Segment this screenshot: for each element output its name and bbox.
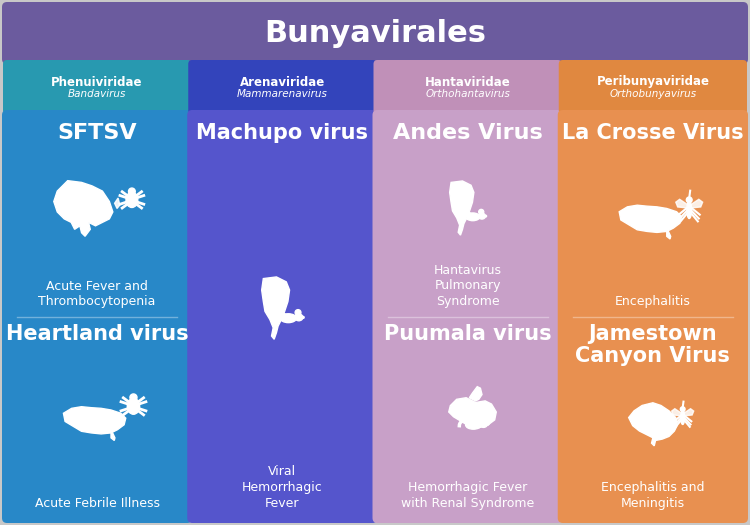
Text: Jamestown
Canyon Virus: Jamestown Canyon Virus [575,324,730,366]
Ellipse shape [126,192,138,207]
FancyBboxPatch shape [374,60,562,114]
Circle shape [487,423,489,425]
Polygon shape [111,433,115,440]
FancyBboxPatch shape [373,110,562,523]
Text: Andes Virus: Andes Virus [393,123,542,143]
Text: Bunyavirales: Bunyavirales [264,18,486,47]
Ellipse shape [280,314,296,323]
Ellipse shape [478,213,485,219]
Polygon shape [672,409,682,416]
Text: Phenuiviridae: Phenuiviridae [51,76,142,89]
Circle shape [480,417,485,422]
FancyBboxPatch shape [558,110,748,523]
Text: La Crosse Virus: La Crosse Virus [562,123,744,143]
Text: Orthohantavirus: Orthohantavirus [425,89,510,99]
Text: Peribunyaviridae: Peribunyaviridae [596,76,709,89]
Text: Orthobunyavirus: Orthobunyavirus [609,89,697,99]
Ellipse shape [128,398,140,414]
Polygon shape [620,205,682,233]
Text: Hemorrhagic Fever
with Renal Syndrome: Hemorrhagic Fever with Renal Syndrome [401,481,534,510]
Polygon shape [690,200,703,208]
Polygon shape [683,409,694,416]
FancyBboxPatch shape [188,110,377,523]
Text: Machupo virus: Machupo virus [196,123,368,143]
Circle shape [478,209,484,214]
Text: Bandavirus: Bandavirus [68,89,126,99]
Ellipse shape [295,314,303,321]
FancyBboxPatch shape [2,110,192,523]
Polygon shape [486,414,489,425]
Polygon shape [628,403,677,446]
Polygon shape [54,181,112,236]
Text: Viral
Hemorrhagic
Fever: Viral Hemorrhagic Fever [242,465,322,510]
Text: Encephalitis: Encephalitis [615,296,691,309]
Text: Acute Fever and
Thrombocytopenia: Acute Fever and Thrombocytopenia [38,279,156,309]
Ellipse shape [466,421,482,429]
Text: Arenaviridae: Arenaviridae [240,76,325,89]
Circle shape [130,394,137,401]
Text: Mammarenavirus: Mammarenavirus [237,89,328,99]
Polygon shape [448,398,497,428]
FancyBboxPatch shape [3,60,191,114]
Text: Hantaviridae: Hantaviridae [424,76,511,89]
Polygon shape [470,386,482,401]
Polygon shape [64,407,126,434]
Circle shape [680,407,685,412]
Ellipse shape [466,213,480,220]
Polygon shape [450,181,474,235]
FancyBboxPatch shape [2,2,748,64]
Circle shape [484,215,487,217]
Text: Encephalitis and
Meningitis: Encephalitis and Meningitis [602,481,705,510]
Polygon shape [262,277,290,339]
Ellipse shape [681,411,685,424]
Text: Acute Febrile Illness: Acute Febrile Illness [34,497,160,510]
Polygon shape [115,198,120,208]
Text: Heartland virus: Heartland virus [6,324,188,344]
Circle shape [128,188,135,195]
FancyBboxPatch shape [188,60,376,114]
Circle shape [686,197,692,203]
Ellipse shape [687,201,692,218]
Ellipse shape [479,421,488,427]
Text: Hantavirus
Pulmonary
Syndrome: Hantavirus Pulmonary Syndrome [433,264,502,309]
Polygon shape [667,232,670,239]
Circle shape [302,317,304,318]
FancyBboxPatch shape [559,60,747,114]
Text: SFTSV: SFTSV [57,123,137,143]
Circle shape [295,310,301,316]
Polygon shape [676,200,688,208]
Text: Puumala virus: Puumala virus [384,324,551,344]
